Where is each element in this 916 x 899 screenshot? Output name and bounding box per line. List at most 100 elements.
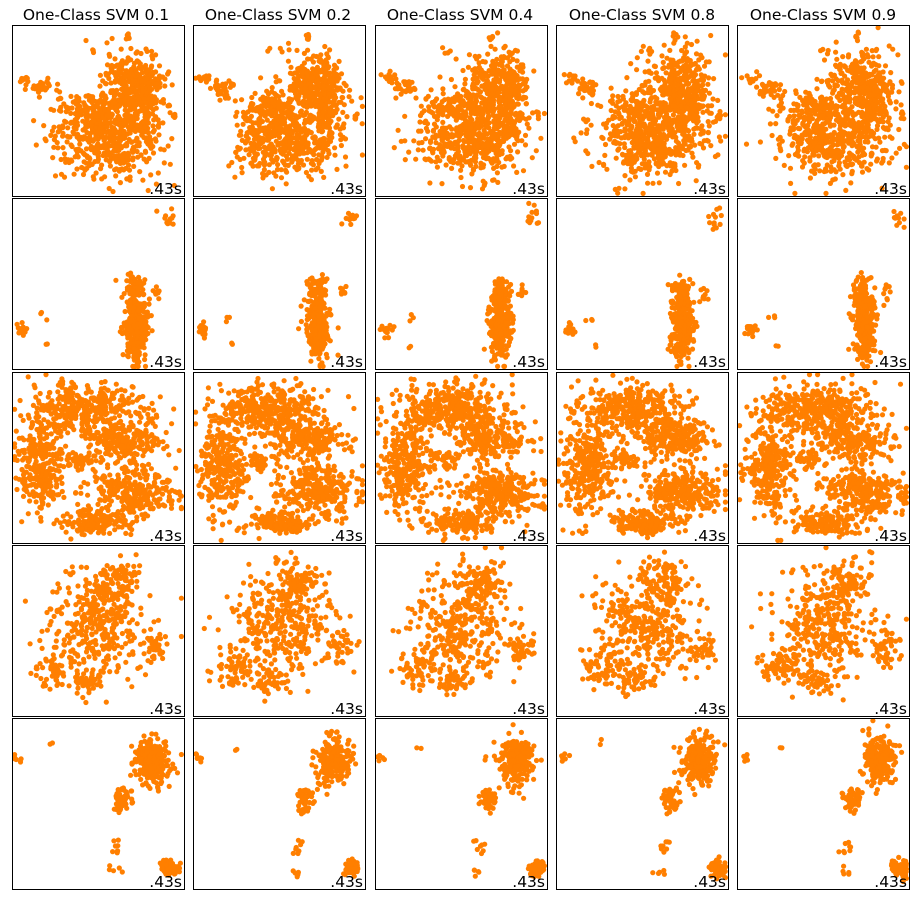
data-point — [141, 134, 147, 141]
data-point — [514, 169, 520, 175]
data-point — [491, 165, 497, 171]
data-point — [847, 83, 853, 89]
data-point — [637, 108, 644, 114]
data-point — [821, 57, 828, 63]
data-point — [108, 150, 115, 156]
data-point — [450, 96, 457, 102]
data-point — [340, 134, 346, 140]
data-point — [321, 91, 327, 97]
data-point — [277, 125, 283, 131]
data-point — [514, 117, 520, 123]
data-point — [75, 146, 81, 152]
data-point — [294, 47, 300, 54]
data-point — [819, 124, 826, 130]
data-point — [465, 64, 471, 70]
data-point — [606, 117, 612, 123]
data-point — [852, 58, 859, 64]
data-point — [30, 85, 36, 91]
data-point — [86, 162, 92, 169]
data-point — [229, 159, 235, 166]
data-point — [239, 97, 245, 103]
data-point — [645, 89, 651, 96]
data-point — [329, 134, 335, 141]
data-point — [458, 167, 464, 173]
data-point — [658, 88, 665, 94]
data-point — [833, 62, 839, 68]
data-point — [138, 50, 144, 57]
data-point — [155, 170, 161, 176]
data-point — [121, 98, 128, 104]
data-point — [118, 46, 124, 52]
data-point — [627, 127, 633, 133]
data-point — [134, 122, 140, 128]
data-point — [324, 51, 330, 57]
data-point — [90, 108, 96, 114]
data-point — [284, 169, 290, 175]
data-point — [254, 163, 260, 169]
data-point — [322, 77, 328, 83]
data-point — [645, 104, 651, 110]
data-point — [683, 104, 689, 111]
data-point — [481, 143, 487, 149]
data-point — [143, 106, 149, 112]
data-point — [862, 125, 868, 131]
data-point — [502, 101, 508, 107]
data-point — [467, 161, 473, 167]
data-point — [622, 186, 628, 192]
data-point — [305, 47, 311, 53]
data-point — [698, 52, 704, 58]
data-point — [132, 106, 138, 112]
data-point — [334, 106, 340, 112]
data-point — [660, 59, 666, 65]
data-point — [507, 156, 513, 162]
data-point — [110, 188, 116, 195]
data-point — [632, 174, 639, 180]
data-point — [68, 142, 74, 148]
data-point — [170, 113, 176, 119]
data-point — [51, 107, 57, 113]
data-point — [656, 153, 662, 159]
data-point — [645, 180, 651, 186]
data-point — [157, 84, 163, 90]
data-point — [113, 173, 119, 179]
data-point — [859, 163, 865, 169]
data-point — [117, 101, 123, 107]
data-point — [428, 138, 434, 144]
data-point — [358, 95, 364, 101]
data-point — [851, 129, 857, 135]
data-point — [652, 75, 658, 81]
data-point — [281, 146, 287, 152]
data-point — [514, 131, 520, 137]
data-point — [36, 88, 42, 94]
data-point — [102, 152, 109, 158]
data-point — [680, 152, 686, 159]
subplot-frame — [193, 25, 366, 197]
data-point — [239, 137, 245, 143]
data-point — [767, 121, 774, 127]
data-point — [311, 147, 317, 153]
data-point — [648, 96, 654, 102]
data-point — [437, 102, 443, 108]
data-point — [326, 91, 332, 97]
data-point — [609, 97, 615, 103]
data-point — [845, 138, 851, 144]
data-point — [877, 139, 883, 145]
data-point — [326, 151, 332, 157]
data-point — [339, 94, 345, 101]
data-point — [685, 127, 691, 133]
data-point — [81, 159, 87, 165]
data-point — [693, 51, 700, 57]
data-point — [327, 70, 333, 76]
data-point — [585, 150, 591, 157]
scatter-points — [561, 30, 728, 196]
data-point — [261, 167, 267, 173]
data-point — [303, 118, 310, 124]
data-point — [791, 101, 797, 107]
data-point — [531, 68, 537, 74]
data-point — [304, 156, 310, 162]
data-point — [55, 81, 61, 87]
data-point — [490, 58, 496, 64]
data-point — [480, 154, 487, 161]
data-point — [658, 104, 664, 111]
data-point — [307, 147, 313, 153]
